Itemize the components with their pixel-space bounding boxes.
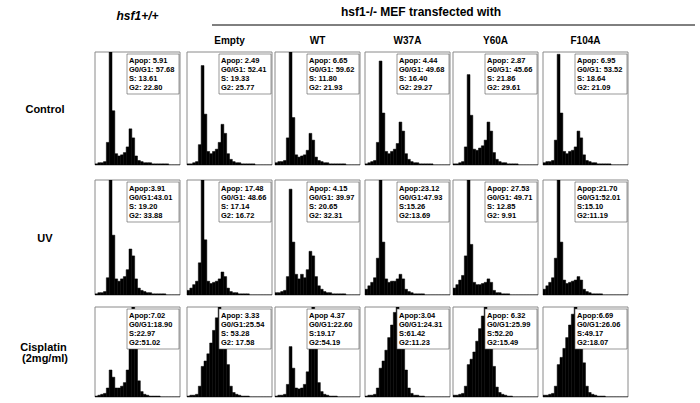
svg-text:G2: 17.58: G2: 17.58 <box>221 338 254 347</box>
svg-text:S: 19.33: S: 19.33 <box>221 74 249 83</box>
svg-text:S: 19.20: S: 19.20 <box>129 202 157 211</box>
svg-text:hsf1-/- MEF transfected with: hsf1-/- MEF transfected with <box>341 5 501 19</box>
svg-text:G2: 9.91: G2: 9.91 <box>487 211 516 220</box>
svg-text:S:61.42: S:61.42 <box>399 329 425 338</box>
svg-text:Apop 4.37: Apop 4.37 <box>309 311 345 320</box>
svg-text:S: 13.61: S: 13.61 <box>129 74 157 83</box>
svg-text:G0/G1:52.01: G0/G1:52.01 <box>577 193 620 202</box>
svg-text:G2:18.07: G2:18.07 <box>577 338 608 347</box>
svg-text:G2: 22.80: G2: 22.80 <box>129 83 162 92</box>
svg-text:G0/G1:24.31: G0/G1:24.31 <box>399 320 442 329</box>
svg-text:S:15.26: S:15.26 <box>399 202 425 211</box>
svg-text:Apop: 6.65: Apop: 6.65 <box>309 56 347 65</box>
svg-text:Cisplatin: Cisplatin <box>20 340 70 353</box>
svg-text:G0/G1: 49.68: G0/G1: 49.68 <box>399 65 444 74</box>
svg-text:G2:11.19: G2:11.19 <box>577 211 608 220</box>
svg-text:S:52.20: S:52.20 <box>487 329 513 338</box>
svg-text:G0/G1:25.54: G0/G1:25.54 <box>221 320 265 329</box>
svg-text:Apop: 2.49: Apop: 2.49 <box>221 56 259 65</box>
svg-text:Apop:3.91: Apop:3.91 <box>129 184 165 193</box>
svg-text:Apop: 5.91: Apop: 5.91 <box>129 56 167 65</box>
svg-text:G2: 21.09: G2: 21.09 <box>577 83 610 92</box>
svg-text:G0/G1:47.93: G0/G1:47.93 <box>399 193 442 202</box>
svg-text:G0/G1: 49.71: G0/G1: 49.71 <box>487 193 532 202</box>
svg-text:Apop: 4.15: Apop: 4.15 <box>309 184 347 193</box>
svg-text:S: 21.86: S: 21.86 <box>487 74 515 83</box>
svg-text:G2:15.49: G2:15.49 <box>487 338 518 347</box>
svg-text:S: 20.65: S: 20.65 <box>309 202 337 211</box>
svg-text:G2: 32.31: G2: 32.31 <box>309 211 342 220</box>
svg-text:S:22.97: S:22.97 <box>129 329 155 338</box>
svg-text:G0/G1: 52.41: G0/G1: 52.41 <box>221 65 266 74</box>
svg-text:W37A: W37A <box>394 35 422 46</box>
svg-text:Empty: Empty <box>214 35 245 46</box>
svg-text:Apop: 17.48: Apop: 17.48 <box>221 184 264 193</box>
svg-text:G0/G1:22.60: G0/G1:22.60 <box>309 320 352 329</box>
svg-text:G0/G1: 53.52: G0/G1: 53.52 <box>577 65 622 74</box>
svg-text:G0/G1:26.06: G0/G1:26.06 <box>577 320 620 329</box>
svg-text:Apop: 6.32: Apop: 6.32 <box>487 311 525 320</box>
svg-text:G0/G1:25.99: G0/G1:25.99 <box>487 320 530 329</box>
svg-text:S: 12.85: S: 12.85 <box>487 202 515 211</box>
svg-text:Apop: 3.33: Apop: 3.33 <box>221 311 259 320</box>
svg-text:G0/G1:43.01: G0/G1:43.01 <box>129 193 172 202</box>
svg-text:Apop:23.12: Apop:23.12 <box>399 184 439 193</box>
svg-text:G2: 29.27: G2: 29.27 <box>399 83 432 92</box>
svg-text:Apop: 27.53: Apop: 27.53 <box>487 184 530 193</box>
svg-text:S:19.17: S:19.17 <box>309 329 335 338</box>
svg-text:G2: 25.77: G2: 25.77 <box>221 83 254 92</box>
svg-text:Control: Control <box>25 103 64 115</box>
svg-text:F104A: F104A <box>570 35 600 46</box>
svg-text:Apop: 4.44: Apop: 4.44 <box>399 56 438 65</box>
svg-text:Apop:7.02: Apop:7.02 <box>129 311 165 320</box>
svg-text:G0/G1: 57.68: G0/G1: 57.68 <box>129 65 174 74</box>
svg-text:hsf1+/+: hsf1+/+ <box>116 9 158 23</box>
svg-text:G2:54.19: G2:54.19 <box>309 338 340 347</box>
svg-text:S: 18.64: S: 18.64 <box>577 74 606 83</box>
svg-text:S:49.17: S:49.17 <box>577 329 603 338</box>
svg-text:G2: 16.72: G2: 16.72 <box>221 211 254 220</box>
svg-text:UV: UV <box>37 232 53 244</box>
svg-text:G0/G1: 39.97: G0/G1: 39.97 <box>309 193 354 202</box>
svg-text:WT: WT <box>310 35 326 46</box>
svg-text:S: 16.40: S: 16.40 <box>399 74 427 83</box>
svg-text:Apop: 2.87: Apop: 2.87 <box>487 56 525 65</box>
svg-text:S: 53.28: S: 53.28 <box>221 329 249 338</box>
svg-text:Apop:21.70: Apop:21.70 <box>577 184 617 193</box>
svg-text:Y60A: Y60A <box>483 35 508 46</box>
svg-text:G2:51.02: G2:51.02 <box>129 338 160 347</box>
svg-text:Apop:3.04: Apop:3.04 <box>399 311 436 320</box>
svg-text:G0/G1:18.90: G0/G1:18.90 <box>129 320 172 329</box>
svg-text:S: 11.80: S: 11.80 <box>309 74 337 83</box>
svg-text:G2: 33.88: G2: 33.88 <box>129 211 162 220</box>
svg-text:G2: 29.61: G2: 29.61 <box>487 83 520 92</box>
svg-text:G2:11.23: G2:11.23 <box>399 338 430 347</box>
svg-text:G2: 21.93: G2: 21.93 <box>309 83 342 92</box>
svg-text:Apop: 6.95: Apop: 6.95 <box>577 56 615 65</box>
svg-text:G0/G1: 45.66: G0/G1: 45.66 <box>487 65 532 74</box>
svg-text:Apop:6.69: Apop:6.69 <box>577 311 613 320</box>
svg-text:S: 17.14: S: 17.14 <box>221 202 250 211</box>
svg-text:(2mg/ml): (2mg/ml) <box>22 352 68 364</box>
svg-text:G0/G1: 59.62: G0/G1: 59.62 <box>309 65 354 74</box>
svg-text:S:15.10: S:15.10 <box>577 202 603 211</box>
svg-text:G0/G1: 48.66: G0/G1: 48.66 <box>221 193 266 202</box>
svg-text:G2:13.69: G2:13.69 <box>399 211 430 220</box>
